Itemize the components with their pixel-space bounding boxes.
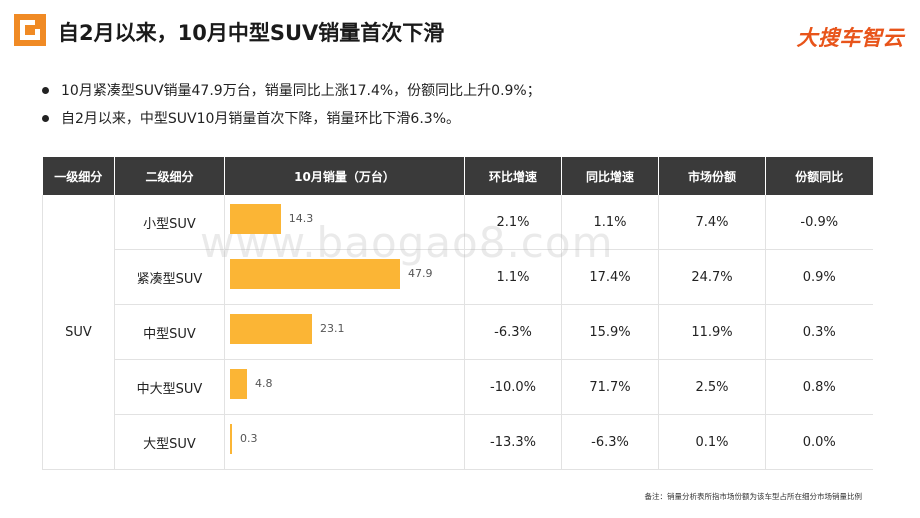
sales-value-label: 4.8 <box>255 377 273 390</box>
header-yoy: 同比增速 <box>561 157 659 195</box>
table-row: 大型SUV 0.3 -13.3% -6.3% 0.1% 0.0% <box>43 414 873 470</box>
footnote: 备注：销量分析表所指市场份额为该车型占所在细分市场销量比例 <box>644 492 863 501</box>
sales-bar-cell: 23.1 <box>224 304 465 360</box>
bullet-item: 自2月以来，中型SUV10月销量首次下降，销量环比下滑6.3%。 <box>42 104 541 132</box>
share-cell: 2.5% <box>658 359 766 415</box>
table-row: 中大型SUV 4.8 -10.0% 71.7% 2.5% 0.8% <box>43 359 873 415</box>
sales-bar <box>230 259 400 289</box>
page-title: 自2月以来，10月中型SUV销量首次下滑 <box>58 21 445 45</box>
sales-bar <box>230 369 248 399</box>
share-cell: 24.7% <box>658 249 766 305</box>
header-sales: 10月销量（万台） <box>224 157 465 195</box>
segment-cell: 大型SUV <box>114 414 225 470</box>
table-header-row: 一级细分 二级细分 10月销量（万台） 环比增速 同比增速 市场份额 份额同比 <box>42 157 873 195</box>
table-row: 紧凑型SUV 47.9 1.1% 17.4% 24.7% 0.9% <box>43 249 873 305</box>
header-mom: 环比增速 <box>464 157 562 195</box>
header-level1: 一级细分 <box>42 157 115 195</box>
sales-bar <box>230 204 281 234</box>
sales-bar-cell: 47.9 <box>224 249 465 305</box>
share-yoy-cell: 0.3% <box>765 304 873 360</box>
share-cell: 11.9% <box>658 304 766 360</box>
summary-bullets: 10月紧凑型SUV销量47.9万台，销量同比上涨17.4%，份额同比上升0.9%… <box>42 76 541 132</box>
bullet-item: 10月紧凑型SUV销量47.9万台，销量同比上涨17.4%，份额同比上升0.9%… <box>42 76 541 104</box>
sales-bar <box>230 424 232 454</box>
sales-bar-cell: 14.3 <box>224 195 465 250</box>
bullet-dot-icon <box>42 86 49 94</box>
suv-sales-table: 一级细分 二级细分 10月销量（万台） 环比增速 同比增速 市场份额 份额同比 … <box>42 157 873 470</box>
header-share: 市场份额 <box>658 157 766 195</box>
sales-value-label: 14.3 <box>288 212 314 225</box>
segment-cell: 紧凑型SUV <box>114 249 225 305</box>
segment-cell: 小型SUV <box>114 195 225 250</box>
sales-bar-cell: 0.3 <box>224 414 465 470</box>
table-row: SUV 小型SUV 14.3 2.1% 1.1% 7.4% -0.9% <box>42 195 873 470</box>
yoy-cell: -6.3% <box>561 414 659 470</box>
table-row: 中型SUV 23.1 -6.3% 15.9% 11.9% 0.3% <box>43 304 873 360</box>
mom-cell: 1.1% <box>464 249 562 305</box>
bullet-text: 10月紧凑型SUV销量47.9万台，销量同比上涨17.4%，份额同比上升0.9%… <box>61 83 541 99</box>
yoy-cell: 15.9% <box>561 304 659 360</box>
sales-value-label: 47.9 <box>408 267 433 280</box>
mom-cell: -6.3% <box>464 304 562 360</box>
share-yoy-cell: 0.0% <box>765 414 873 470</box>
yoy-cell: 71.7% <box>561 359 659 415</box>
brand-logo: 大搜车智云 <box>796 26 904 50</box>
yoy-cell: 17.4% <box>561 249 659 305</box>
segment-cell: 中型SUV <box>114 304 225 360</box>
header-level2: 二级细分 <box>114 157 225 195</box>
share-yoy-cell: -0.9% <box>765 195 873 250</box>
share-yoy-cell: 0.8% <box>765 359 873 415</box>
logo-mark-icon <box>14 14 46 46</box>
share-cell: 0.1% <box>658 414 766 470</box>
bullet-text: 自2月以来，中型SUV10月销量首次下降，销量环比下滑6.3%。 <box>61 111 460 127</box>
yoy-cell: 1.1% <box>561 195 659 250</box>
share-yoy-cell: 0.9% <box>765 249 873 305</box>
sales-bar-cell: 4.8 <box>224 359 465 415</box>
header-share-yoy: 份额同比 <box>765 157 873 195</box>
mom-cell: 2.1% <box>464 195 562 250</box>
share-cell: 7.4% <box>658 195 766 250</box>
segment-cell: 中大型SUV <box>114 359 225 415</box>
sales-value-label: 23.1 <box>319 322 345 335</box>
bullet-dot-icon <box>42 114 49 122</box>
mom-cell: -13.3% <box>464 414 562 470</box>
mom-cell: -10.0% <box>464 359 562 415</box>
sales-value-label: 0.3 <box>240 432 258 445</box>
sales-bar <box>230 314 312 344</box>
group-cell: SUV <box>42 195 115 470</box>
